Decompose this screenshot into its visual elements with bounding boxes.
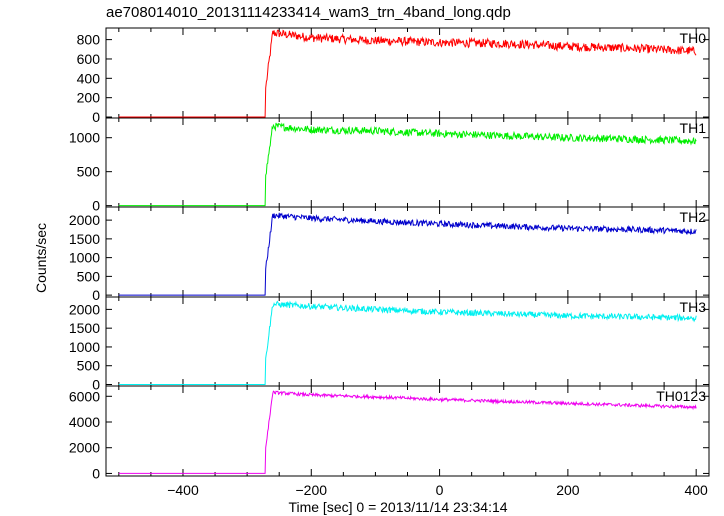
y-tick-label: 1000	[69, 130, 100, 146]
series-label-th3: TH3	[680, 299, 707, 315]
y-tick-label: 0	[92, 198, 100, 214]
series-label-th0: TH0	[680, 30, 707, 46]
y-tick-label: 2000	[69, 440, 100, 456]
series-line-th0123	[118, 390, 697, 474]
y-tick-label: 0	[92, 465, 100, 481]
y-tick-label: 400	[77, 70, 101, 86]
y-tick-label: 200	[77, 90, 101, 106]
x-axis-label: Time [sec] 0 = 2013/11/14 23:34:14	[288, 499, 507, 515]
y-tick-label: 800	[77, 32, 101, 48]
chart-panels: 0 200 400 600 800 TH0 0 500 1000 TH1 0 500 1000 1500 2…	[69, 27, 710, 498]
y-tick-label: 0	[92, 109, 100, 125]
series-label-th2: TH2	[680, 209, 707, 225]
x-tick-label: −400	[167, 482, 199, 498]
panel-frame-th2	[105, 206, 710, 298]
y-tick-label: 1000	[69, 250, 100, 266]
y-tick-label: 500	[77, 164, 101, 180]
y-tick-label: 4000	[69, 414, 100, 430]
series-label-th1: TH1	[680, 120, 707, 136]
chart-title: ae708014010_20131114233414_wam3_trn_4ban…	[106, 4, 511, 21]
y-tick-label: 2000	[69, 212, 100, 228]
y-tick-label: 2000	[69, 301, 100, 317]
x-tick-label: 0	[436, 482, 444, 498]
series-line-th0	[118, 29, 697, 118]
x-tick-label: 400	[684, 482, 708, 498]
y-tick-label: 500	[77, 358, 101, 374]
series-line-th2	[118, 212, 697, 296]
y-tick-label: 600	[77, 51, 101, 67]
y-tick-label: 1500	[69, 320, 100, 336]
y-tick-label: 1500	[69, 231, 100, 247]
x-tick-label: 200	[556, 482, 580, 498]
series-line-th3	[118, 300, 697, 385]
y-tick-label: 1000	[69, 339, 100, 355]
series-line-th1	[118, 122, 697, 207]
y-tick-label: 500	[77, 268, 101, 284]
y-tick-label: 6000	[69, 388, 100, 404]
y-axis-label: Counts/sec	[33, 223, 49, 293]
panel-frame-th0123	[105, 385, 710, 477]
x-tick-label: −200	[296, 482, 328, 498]
y-tick-label: 0	[92, 376, 100, 392]
y-tick-label: 0	[92, 287, 100, 303]
series-label-th0123: TH0123	[656, 388, 706, 404]
